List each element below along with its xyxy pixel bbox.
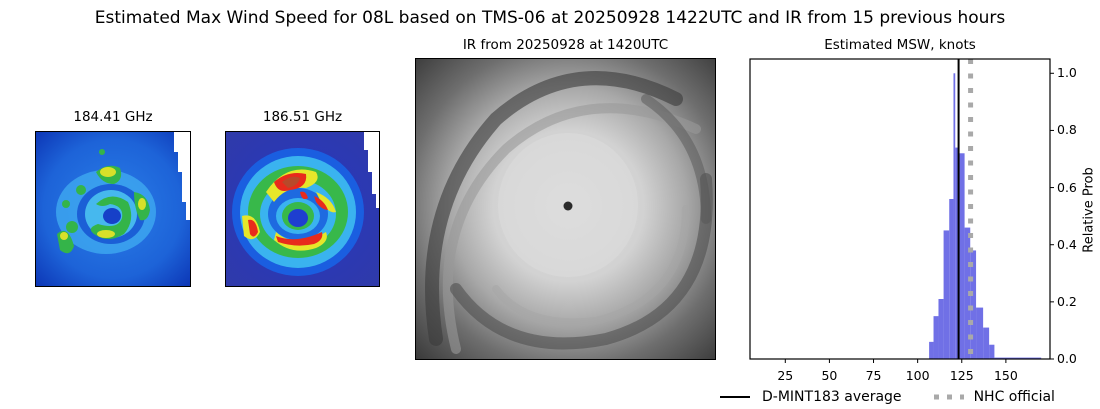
hist-title: Estimated MSW, knots xyxy=(824,37,976,53)
y-axis-label: Relative Prob xyxy=(1081,167,1097,253)
histogram-bar xyxy=(953,73,956,360)
y-tick-label: 0.2 xyxy=(1057,293,1077,309)
dotted-line-icon xyxy=(933,394,964,400)
histogram-bar xyxy=(938,299,944,359)
y-tick-label: 0.6 xyxy=(1057,179,1077,195)
mw2-image xyxy=(225,131,380,287)
legend-item-nhc: NHC official xyxy=(932,386,1055,408)
x-tick-label: 150 xyxy=(993,368,1018,383)
histogram-bar xyxy=(970,250,977,359)
x-tick-label: 25 xyxy=(777,368,794,383)
y-tick-label: 0.4 xyxy=(1057,236,1077,252)
histogram-bar xyxy=(949,199,954,359)
histogram-bar xyxy=(955,147,960,359)
histogram-bar xyxy=(964,227,971,359)
histogram-bar xyxy=(989,344,995,359)
ir-title: IR from 20250928 at 1420UTC xyxy=(462,37,669,53)
histogram-bar xyxy=(959,153,965,359)
figure-suptitle: Estimated Max Wind Speed for 08L based o… xyxy=(94,8,1006,28)
mw1-image xyxy=(35,131,191,287)
legend: D-MINT183 average NHC official xyxy=(718,386,1098,408)
y-tick-label: 1.0 xyxy=(1057,65,1077,81)
axes-frame xyxy=(749,58,1051,360)
x-tick-label: 100 xyxy=(905,368,930,383)
x-tick-label: 50 xyxy=(821,368,838,383)
y-tick-label: 0.0 xyxy=(1057,351,1077,366)
histogram-bar xyxy=(994,357,1042,359)
legend-label-nhc: NHC official xyxy=(973,389,1055,405)
solid-line-icon xyxy=(720,396,750,398)
histogram-svg xyxy=(749,58,1054,363)
mw1-title: 184.41 GHz xyxy=(73,109,153,125)
histogram-bar xyxy=(943,230,950,359)
histogram-bar xyxy=(976,307,984,359)
histogram-bar xyxy=(933,316,939,359)
y-tick-label: 0.8 xyxy=(1057,122,1077,138)
ir-image xyxy=(415,58,716,360)
histogram-bar xyxy=(983,327,990,359)
legend-label-mean: D-MINT183 average xyxy=(762,389,902,405)
x-tick-label: 75 xyxy=(865,368,882,383)
x-tick-label: 125 xyxy=(949,368,974,383)
histogram-plot xyxy=(749,58,1054,363)
mw2-title: 186.51 GHz xyxy=(262,109,343,125)
legend-item-mean: D-MINT183 average xyxy=(718,386,902,408)
histogram-bar xyxy=(929,341,934,359)
